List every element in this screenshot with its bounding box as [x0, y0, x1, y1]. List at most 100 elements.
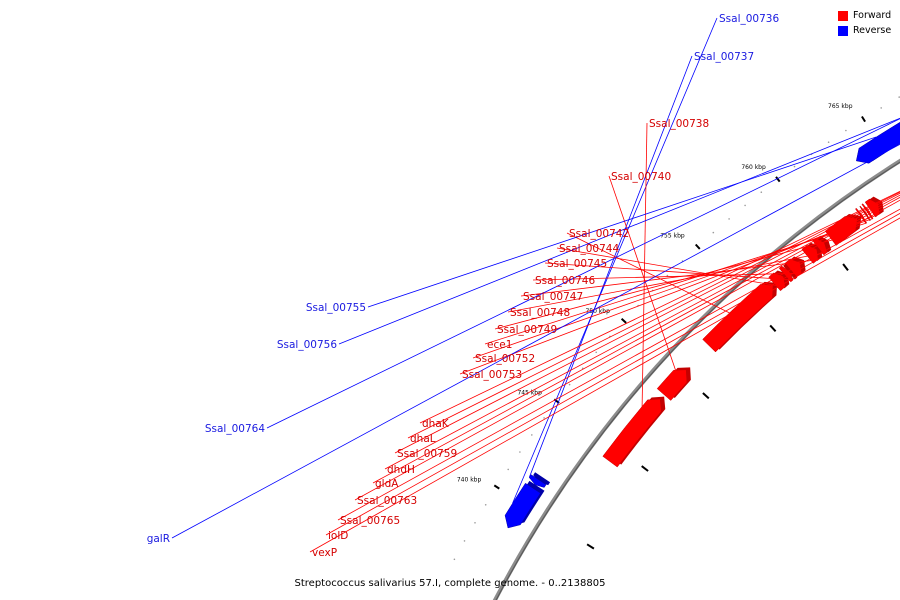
ruler-dot — [728, 218, 730, 220]
gene-arrow[interactable] — [864, 198, 881, 218]
gene-arrow[interactable] — [504, 482, 541, 529]
leader-line — [394, 192, 900, 454]
gene-label[interactable]: gldA — [375, 478, 399, 490]
gene-labels: Ssal_00736 Ssal_00737 Ssal_00738 Ssal_00740… — [147, 13, 780, 559]
leader-line — [354, 199, 900, 501]
gene-label[interactable]: vexP — [312, 547, 337, 559]
legend-reverse-label: Reverse — [853, 25, 892, 36]
leader-line — [372, 196, 900, 484]
gene-arrow[interactable] — [702, 284, 774, 353]
tick-marks: 740 kbp 745 kbp 750 kbp 755 kbp 760 kbp 765 k… — [457, 103, 866, 550]
gene-label[interactable]: galR — [147, 533, 170, 545]
ruler-dot — [712, 231, 715, 234]
gene-label[interactable]: Ssal_00755 — [306, 302, 366, 314]
gene-label[interactable]: Ssal_00742 — [569, 228, 629, 240]
gene-label[interactable]: dhaK — [422, 418, 450, 430]
ruler-dot — [744, 204, 746, 207]
tick-mark — [861, 115, 866, 123]
ruler-dot — [531, 434, 533, 436]
gene-label[interactable]: Ssal_00736 — [719, 13, 779, 25]
gene-label[interactable]: Ssal_00749 — [497, 324, 557, 336]
gene-label[interactable]: Ssal_00756 — [277, 339, 337, 351]
leader-line — [171, 143, 900, 539]
leader-line — [529, 55, 693, 478]
leader-line — [338, 117, 900, 345]
ruler-dot — [595, 351, 597, 354]
gene-label[interactable]: Ssal_00737 — [694, 51, 754, 63]
ruler-dot — [845, 129, 847, 132]
tick-mark — [775, 176, 781, 183]
gene-label[interactable]: ece1 — [487, 339, 512, 351]
leader-line — [512, 17, 718, 504]
legend-item-reverse: Reverse — [838, 23, 891, 38]
leader-line — [459, 213, 880, 375]
gene-label[interactable]: dhdH — [387, 464, 415, 476]
ruler-dot — [760, 191, 763, 193]
leader-line — [494, 235, 850, 330]
gene-label[interactable]: Ssal_00747 — [523, 291, 583, 303]
tick-label: 765 kbp — [828, 103, 853, 110]
tick-label: 760 kbp — [741, 164, 766, 171]
inner-tick-mark — [586, 543, 595, 550]
ruler-dot — [507, 468, 510, 471]
gene-label[interactable]: dhaL — [410, 433, 436, 445]
gene-label[interactable]: Ssal_00764 — [205, 423, 265, 435]
tick-label: 750 kbp — [585, 308, 610, 315]
gene-label[interactable]: Ssal_00759 — [397, 448, 457, 460]
ruler-dot — [474, 522, 476, 524]
gene-label[interactable]: Ssal_00763 — [357, 495, 417, 507]
legend-forward-label: Forward — [853, 10, 892, 21]
gene-arrow[interactable] — [801, 245, 819, 264]
tick-mark — [493, 484, 500, 490]
gene-label[interactable]: Ssal_00753 — [462, 369, 522, 381]
ruler-dot — [543, 417, 545, 419]
gene-label[interactable]: Ssal_00744 — [559, 243, 619, 255]
ruler-dot — [827, 141, 830, 143]
ruler-dot — [666, 274, 669, 277]
legend: Forward Reverse — [838, 8, 891, 38]
inner-tick-mark — [641, 465, 649, 472]
gene-arrow[interactable] — [602, 398, 662, 468]
inner-tick-mark — [702, 392, 710, 400]
leader-line — [520, 259, 818, 297]
gene-label[interactable]: Ssal_00765 — [340, 515, 400, 527]
leader-line — [325, 212, 900, 536]
reverse-swatch — [838, 25, 848, 36]
leader-line — [266, 118, 900, 429]
gene-label[interactable]: Ssal_00746 — [535, 275, 595, 287]
gene-arrow[interactable] — [856, 121, 900, 164]
ruler-dot — [453, 558, 456, 561]
backbone-track — [492, 158, 900, 600]
gene-arrow[interactable] — [778, 265, 794, 283]
ruler-dot — [519, 451, 521, 453]
tick-mark — [620, 318, 627, 324]
leader-line — [337, 208, 900, 521]
gene-label[interactable]: Ssal_00752 — [475, 353, 535, 365]
ruler-dot — [484, 504, 487, 506]
gene-arrow[interactable] — [656, 369, 688, 401]
ruler-dot — [880, 107, 882, 109]
gene-shadow — [533, 472, 551, 486]
genome-caption: Streptococcus salivarius 57.I, complete … — [294, 578, 606, 589]
gene-label[interactable]: Ssal_00738 — [649, 118, 709, 130]
gene-label[interactable]: Ssal_00740 — [611, 171, 671, 183]
leader-line — [309, 217, 900, 553]
label-leader-lines — [171, 17, 900, 553]
forward-swatch — [838, 10, 848, 21]
gene-features — [504, 121, 900, 529]
legend-item-forward: Forward — [838, 8, 891, 23]
tick-mark — [694, 243, 701, 250]
inner-tick-mark — [842, 263, 849, 272]
dot-ruler — [453, 96, 900, 561]
gene-label[interactable]: Ssal_00748 — [510, 307, 570, 319]
backbone-line — [495, 161, 900, 600]
leader-line — [384, 194, 900, 470]
gene-label[interactable]: Ssal_00745 — [547, 258, 607, 270]
leader-line — [419, 190, 900, 424]
ruler-dot — [463, 540, 466, 542]
gene-label[interactable]: iolD — [328, 530, 348, 542]
leader-line — [544, 262, 794, 281]
tick-label: 755 kbp — [660, 233, 685, 240]
tick-label: 740 kbp — [457, 477, 482, 484]
ruler-dot — [793, 165, 796, 168]
